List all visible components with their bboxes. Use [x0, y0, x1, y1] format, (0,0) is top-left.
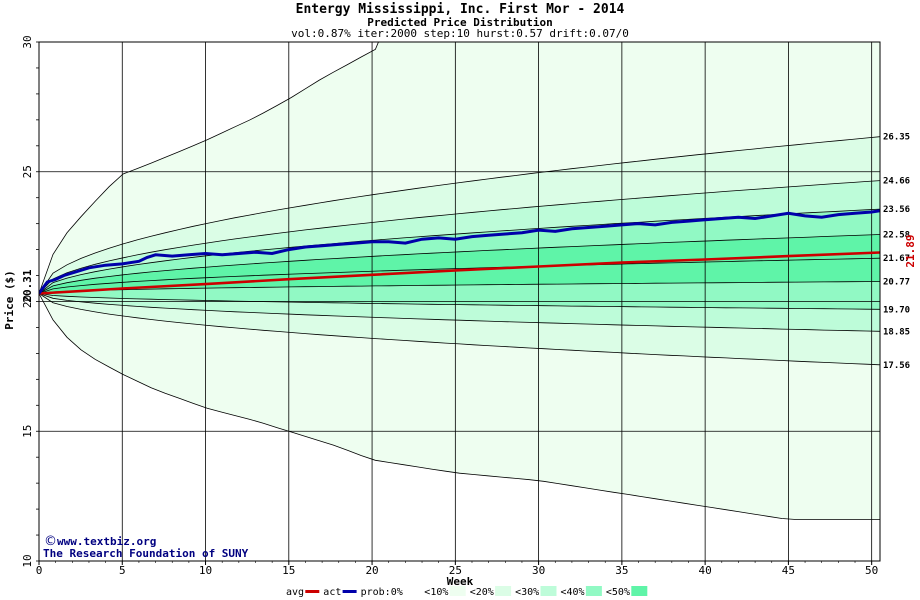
percentile-curve	[39, 180, 880, 294]
percentile-curve	[39, 293, 880, 366]
x-tick-label: 10	[199, 564, 212, 577]
legend-swatch-box	[449, 586, 466, 596]
x-tick-label: 50	[865, 564, 878, 577]
legend-swatch-box	[585, 586, 602, 596]
watermark-org: The Research Foundation of SUNY	[43, 547, 249, 560]
x-tick-label: 15	[282, 564, 295, 577]
legend-label: <30%	[515, 587, 539, 598]
y-tick-label: 10	[21, 554, 34, 567]
percentile-label: 18.85	[883, 327, 910, 337]
legend-label: prob:0%	[361, 587, 403, 598]
percentile-label: 21.67	[883, 254, 910, 264]
percentile-curve	[39, 136, 880, 294]
probability-bands	[39, 42, 880, 520]
y-tick-label: 20	[21, 295, 34, 308]
x-tick-label: 30	[532, 564, 545, 577]
y-tick-label: 30	[21, 35, 34, 48]
percentile-label: 19.70	[883, 305, 910, 315]
legend-swatch-line	[342, 590, 357, 593]
percentile-curve	[39, 281, 880, 294]
y-axis-label: Price ($)	[3, 270, 16, 330]
avg-series-line	[39, 251, 880, 295]
percentile-label: 17.56	[883, 361, 910, 371]
act-series-line	[39, 209, 880, 295]
legend: avg act prob:0% <10% <20% <30% <40% <50%	[286, 586, 648, 598]
percentile-curve	[39, 293, 880, 332]
chart-subtitle: Predicted Price Distribution	[367, 16, 552, 29]
chart-title: Entergy Mississippi, Inc. First Mor - 20…	[296, 2, 625, 17]
percentile-curves	[39, 42, 880, 520]
percentile-label: 26.35	[883, 133, 910, 143]
x-tick-label: 25	[449, 564, 462, 577]
y-tick-label: 25	[21, 165, 34, 178]
legend-label: avg	[286, 587, 304, 598]
band-4	[39, 234, 880, 294]
percentile-curve	[39, 234, 880, 294]
end-price-label: 21.89	[904, 234, 917, 267]
legend-swatch-line	[305, 590, 320, 593]
legend-swatch-box	[495, 586, 512, 596]
outer-upper-curve	[39, 42, 379, 294]
x-axis-label: Week	[447, 575, 474, 588]
legend-label: <10%	[424, 587, 448, 598]
outer-lower-curve	[39, 293, 880, 520]
chart-params: vol:0.87% iter:2000 step:10 hurst:0.57 d…	[291, 27, 629, 40]
x-tick-label: 5	[119, 564, 126, 577]
legend-label: <40%	[561, 587, 585, 598]
legend-label: <20%	[470, 587, 494, 598]
x-tick-label: 20	[365, 564, 378, 577]
percentile-label: 20.77	[883, 278, 910, 288]
legend-swatch-box	[540, 586, 557, 596]
y-tick-label: 15	[21, 425, 34, 438]
legend-swatch-box	[631, 586, 648, 596]
x-tick-label: 35	[615, 564, 628, 577]
percentile-label: 22.58	[883, 231, 910, 241]
plot-border	[38, 41, 881, 562]
percentile-label: 24.66	[883, 177, 910, 187]
watermark-url: www.textbiz.org	[57, 535, 156, 548]
percentile-curve	[39, 257, 880, 294]
percentile-label: 23.56	[883, 205, 910, 215]
x-tick-label: 45	[782, 564, 795, 577]
legend-label: act	[323, 587, 341, 598]
percentile-curve	[39, 293, 880, 310]
legend-label: <50%	[606, 587, 630, 598]
x-tick-label: 0	[36, 564, 43, 577]
x-tick-label: 40	[699, 564, 712, 577]
copyright-icon: ©	[44, 534, 57, 549]
legend-swatch-box	[404, 586, 421, 596]
start-price-label: 20.31	[21, 269, 34, 302]
